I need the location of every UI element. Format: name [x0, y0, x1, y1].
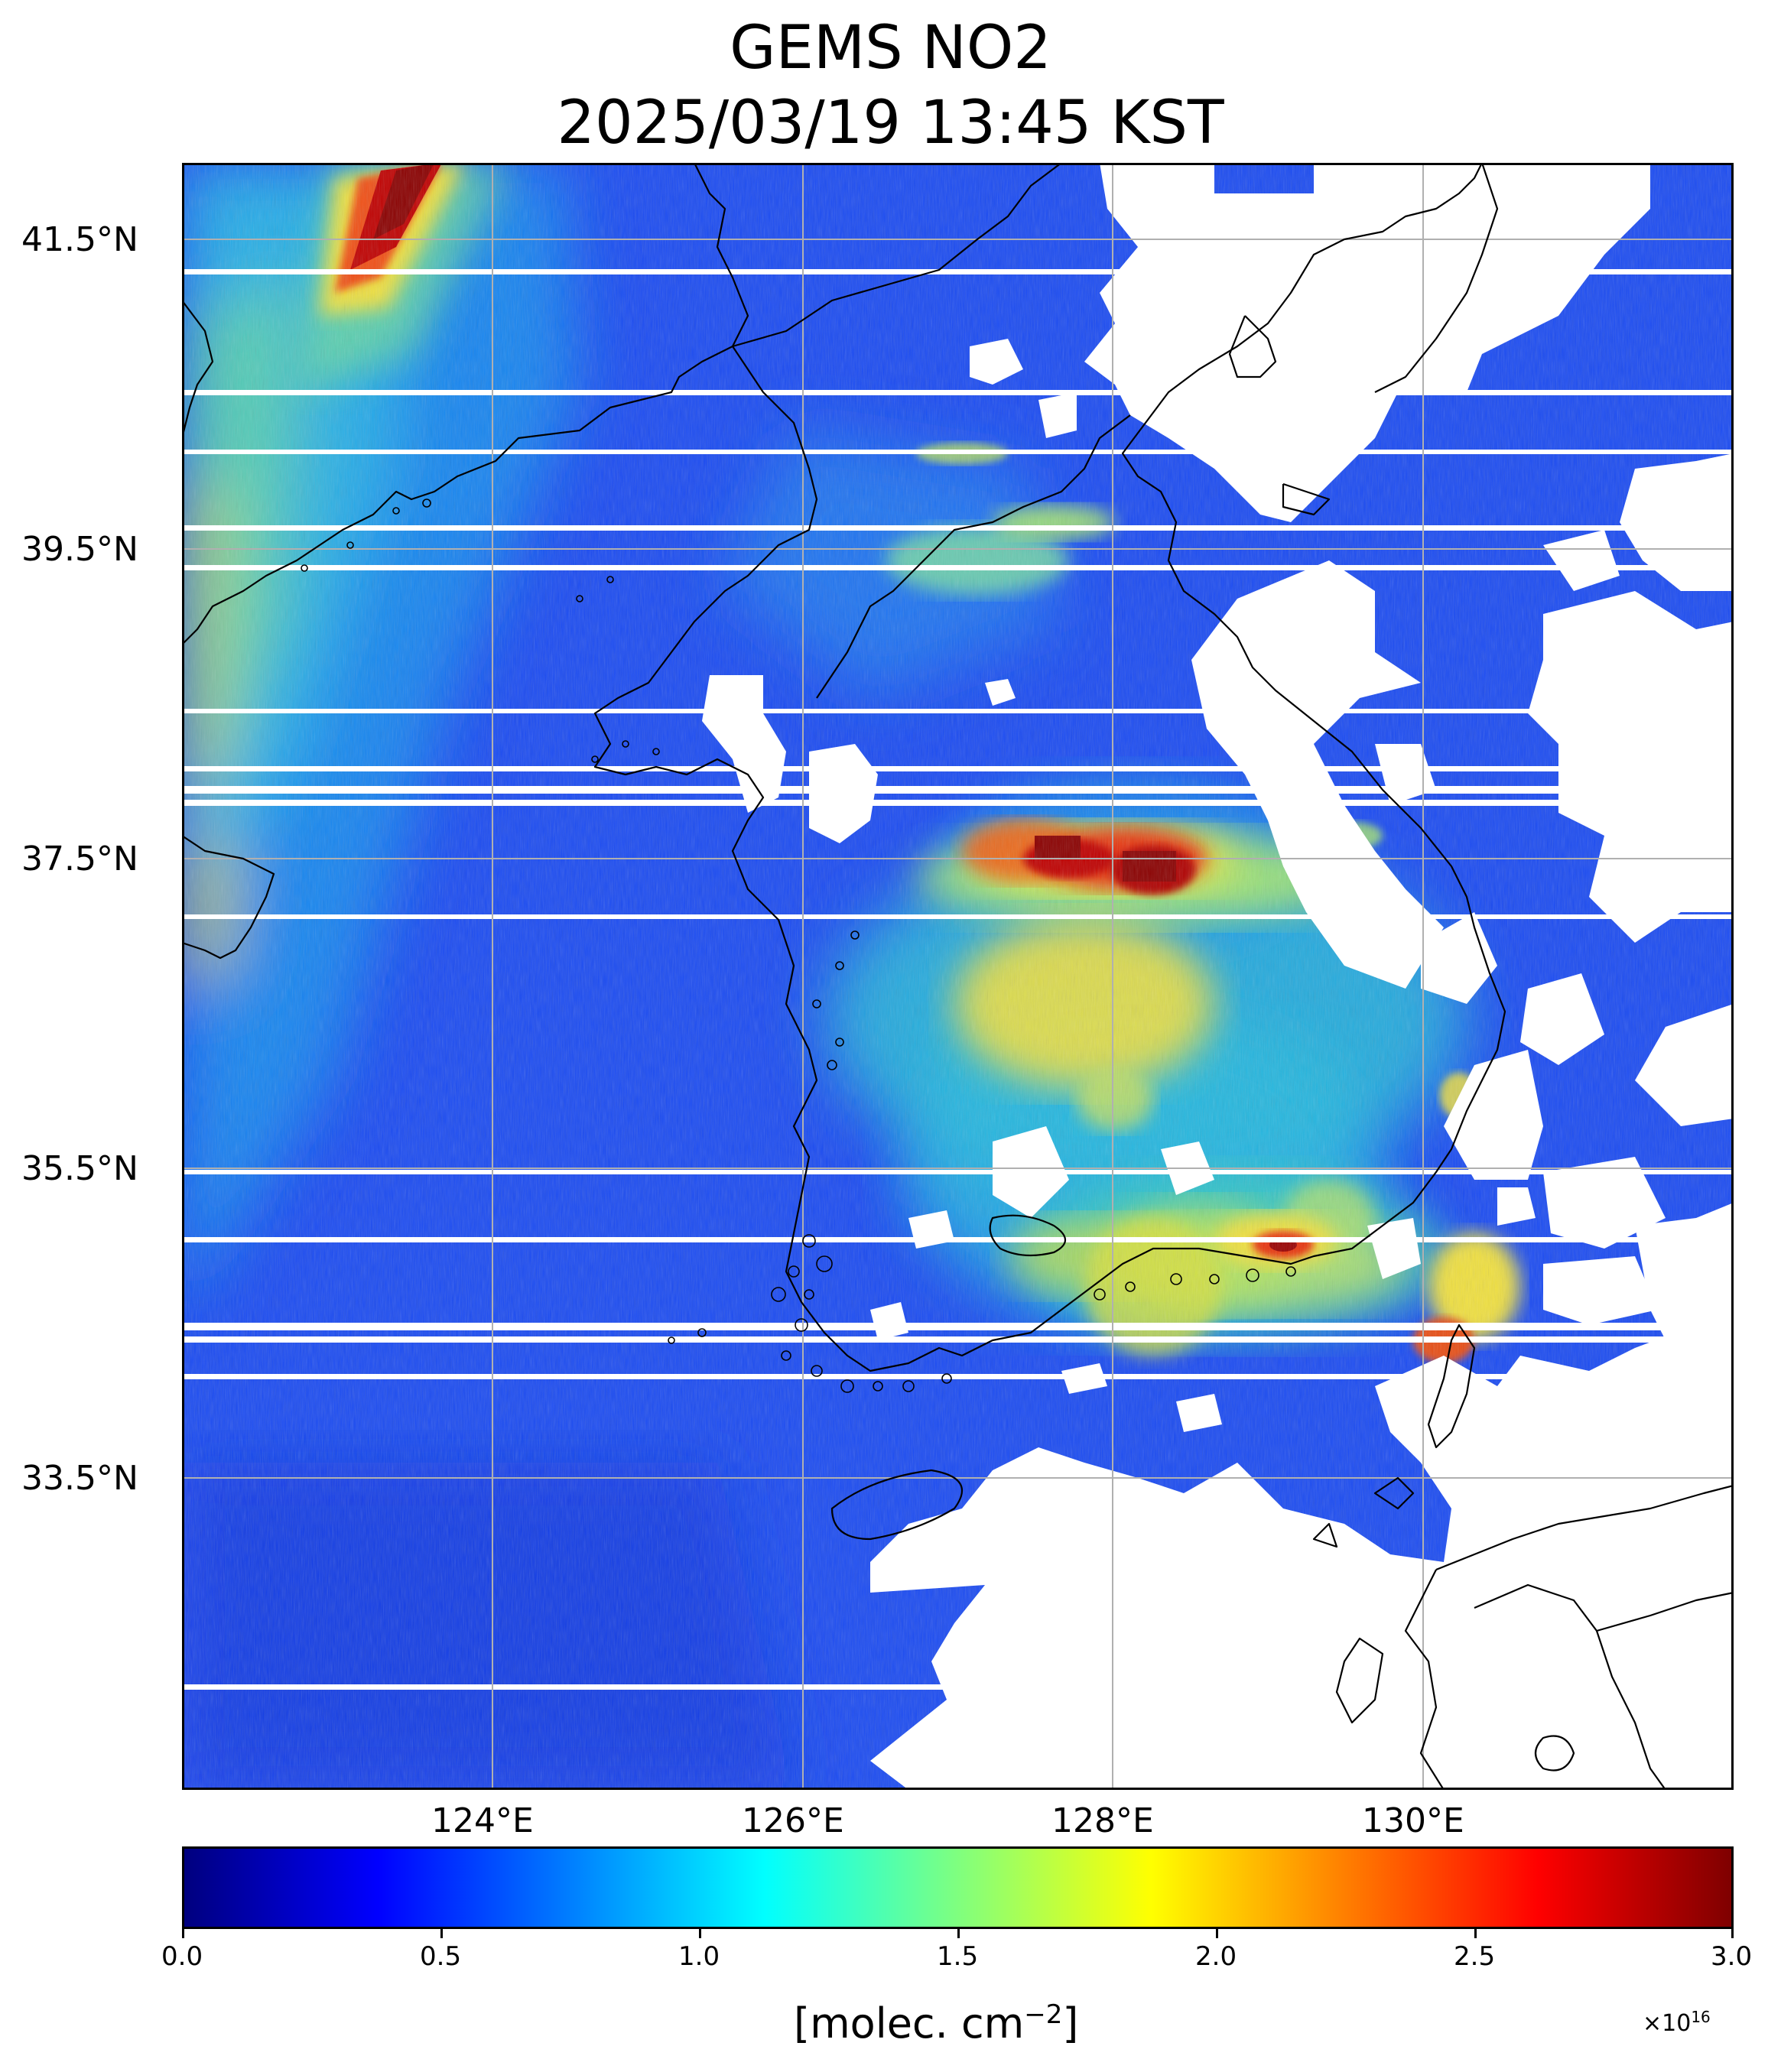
- colorbar-tick: [182, 1929, 184, 1938]
- colorbar-multiplier-base: ×10: [1643, 2010, 1692, 2037]
- colorbar-unit-exponent: −2: [1024, 1999, 1063, 2030]
- lat-label-33-5: 33.5°N: [21, 1459, 138, 1498]
- lon-label-126: 126°E: [742, 1801, 844, 1840]
- chart-title-line-2: 2025/03/19 13:45 KST: [557, 89, 1224, 158]
- island-clusters: [301, 499, 1296, 1393]
- colorbar-tick-label: 0.0: [161, 1941, 203, 1972]
- no2-map-panel: [182, 163, 1734, 1790]
- colorbar-tick-label: 2.0: [1195, 1941, 1237, 1972]
- lat-label-39-5: 39.5°N: [21, 530, 138, 569]
- colorbar-tick-label: 2.5: [1454, 1941, 1496, 1972]
- gridlines: [182, 163, 1734, 1790]
- colorbar-tick-label: 1.0: [678, 1941, 720, 1972]
- lat-label-35-5: 35.5°N: [21, 1149, 138, 1188]
- colorbar-unit-label: [molec. cm−2]: [794, 2002, 1078, 2044]
- colorbar-tick: [699, 1929, 701, 1938]
- missing-scan-lines: [182, 269, 1734, 1690]
- colorbar-unit-close: ]: [1062, 1999, 1079, 2048]
- coastlines: [182, 163, 1734, 1790]
- lat-label-37-5: 37.5°N: [21, 840, 138, 878]
- colorbar-tick: [1731, 1929, 1734, 1938]
- no2-map: [182, 163, 1734, 1790]
- colorbar-unit-text: [molec. cm: [794, 1999, 1025, 2048]
- lon-label-130: 130°E: [1362, 1801, 1464, 1840]
- lat-label-41-5: 41.5°N: [21, 220, 138, 259]
- colorbar-tick-label: 1.5: [937, 1941, 979, 1972]
- colorbar-tick-label: 0.5: [420, 1941, 462, 1972]
- colorbar-tick: [957, 1929, 960, 1938]
- colorbar-multiplier-exponent: 16: [1691, 2008, 1711, 2026]
- colorbar-tick: [440, 1929, 443, 1938]
- colorbar-multiplier: ×1016: [1643, 2009, 1711, 2035]
- colorbar-tick-label: 3.0: [1711, 1941, 1753, 1972]
- colorbar-tick: [1216, 1929, 1218, 1938]
- chart-title-line-1: GEMS NO2: [730, 14, 1051, 83]
- colorbar: [182, 1846, 1734, 1929]
- lon-label-128: 128°E: [1051, 1801, 1154, 1840]
- lon-label-124: 124°E: [431, 1801, 534, 1840]
- colorbar-tick: [1474, 1929, 1477, 1938]
